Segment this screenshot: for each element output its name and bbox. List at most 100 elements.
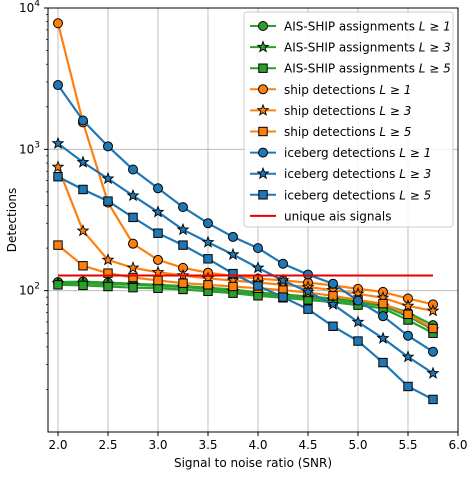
data-point bbox=[128, 282, 138, 293]
y-tick-label: 103 bbox=[19, 140, 40, 156]
data-point bbox=[126, 261, 140, 274]
legend: AIS-SHIP assignments L ≥ 1 AIS-SHIP assig… bbox=[243, 11, 454, 228]
legend-marker bbox=[258, 147, 268, 158]
data-point bbox=[426, 304, 440, 317]
data-point bbox=[176, 222, 190, 236]
data-point bbox=[178, 278, 188, 288]
y-tick-label: 102 bbox=[19, 282, 40, 298]
data-point bbox=[253, 243, 263, 254]
legend-label: iceberg detections L ≥ 5 bbox=[284, 188, 431, 202]
legend-label: ship detections L ≥ 1 bbox=[284, 83, 411, 97]
data-point bbox=[276, 273, 290, 287]
data-point bbox=[228, 231, 238, 242]
data-point bbox=[351, 315, 365, 328]
data-point bbox=[278, 258, 288, 269]
legend-label: AIS-SHIP assignments L ≥ 3 bbox=[284, 41, 451, 55]
data-point bbox=[103, 196, 113, 206]
series-line bbox=[56, 166, 434, 312]
x-axis-title: Signal to noise ratio (SNR) bbox=[174, 456, 332, 470]
data-point bbox=[53, 18, 63, 29]
legend-marker bbox=[256, 40, 270, 53]
legend-frame bbox=[243, 11, 454, 228]
data-point bbox=[76, 224, 90, 237]
data-point bbox=[326, 297, 340, 310]
data-point bbox=[203, 280, 213, 290]
data-point bbox=[101, 253, 115, 266]
legend-marker bbox=[258, 84, 268, 95]
x-tick-label: 4.5 bbox=[298, 438, 317, 452]
data-point bbox=[253, 281, 263, 291]
data-point bbox=[403, 309, 413, 320]
data-point bbox=[278, 292, 288, 302]
data-point bbox=[376, 331, 390, 344]
legend-marker bbox=[258, 21, 268, 31]
data-point bbox=[353, 336, 363, 346]
data-point bbox=[53, 280, 63, 290]
data-point bbox=[428, 394, 438, 405]
legend-marker bbox=[256, 166, 270, 180]
x-tick-label: 5.5 bbox=[398, 438, 417, 452]
data-point bbox=[303, 304, 313, 314]
series-line bbox=[56, 22, 434, 306]
data-point bbox=[78, 280, 88, 291]
data-point bbox=[401, 350, 415, 363]
data-point bbox=[378, 298, 388, 309]
data-point bbox=[228, 281, 238, 292]
series-line bbox=[57, 142, 434, 375]
data-point bbox=[178, 240, 188, 250]
data-point bbox=[151, 205, 165, 218]
data-point bbox=[178, 202, 188, 213]
x-tick-label: 4.0 bbox=[248, 438, 267, 452]
series-7 bbox=[51, 136, 440, 379]
x-tick-label: 6.0 bbox=[448, 438, 467, 452]
data-point bbox=[201, 235, 215, 248]
series-6 bbox=[53, 80, 438, 357]
data-point bbox=[328, 321, 338, 331]
series-line bbox=[57, 283, 434, 335]
y-axis-title: Detections bbox=[5, 188, 19, 253]
x-tick-label: 3.0 bbox=[148, 438, 167, 452]
data-point bbox=[128, 272, 138, 283]
data-point bbox=[153, 275, 163, 286]
data-point bbox=[301, 285, 315, 298]
legend-marker bbox=[258, 63, 268, 73]
y-tick-label: 104 bbox=[19, 0, 40, 15]
data-point bbox=[128, 238, 138, 249]
data-point bbox=[378, 357, 388, 368]
legend-label: ship detections L ≥ 5 bbox=[284, 125, 411, 139]
series-line bbox=[58, 282, 434, 331]
data-point bbox=[103, 268, 113, 278]
data-point bbox=[103, 281, 113, 292]
data-point bbox=[103, 141, 113, 152]
data-point bbox=[203, 218, 213, 229]
data-point bbox=[53, 240, 63, 250]
data-point bbox=[53, 80, 63, 91]
legend-label: iceberg detections L ≥ 3 bbox=[284, 167, 431, 181]
data-point bbox=[403, 330, 413, 341]
data-point bbox=[78, 261, 88, 271]
data-point bbox=[353, 295, 363, 306]
x-tick-label: 5.0 bbox=[348, 438, 367, 452]
series-8 bbox=[53, 172, 438, 405]
legend-marker bbox=[258, 126, 268, 137]
data-point bbox=[251, 261, 265, 274]
x-tick-label: 2.0 bbox=[48, 438, 67, 452]
data-point bbox=[426, 366, 440, 379]
legend-marker bbox=[256, 103, 270, 116]
data-point bbox=[403, 381, 413, 392]
data-point bbox=[153, 183, 163, 194]
data-point bbox=[226, 247, 240, 261]
data-point bbox=[378, 311, 388, 322]
data-point bbox=[78, 184, 88, 195]
data-point bbox=[428, 323, 438, 334]
legend-label: ship detections L ≥ 3 bbox=[284, 104, 411, 118]
legend-label: AIS-SHIP assignments L ≥ 5 bbox=[284, 62, 451, 76]
tick-layer: 2.0 2.5 3.0 3.5 4.0 4.5 5.0 5.5 6.0 102 103 104 bbox=[19, 0, 468, 452]
data-point bbox=[228, 268, 238, 279]
data-point bbox=[153, 228, 163, 238]
data-point bbox=[126, 188, 140, 202]
legend-label: unique ais signals bbox=[284, 209, 391, 223]
data-point bbox=[203, 254, 213, 264]
